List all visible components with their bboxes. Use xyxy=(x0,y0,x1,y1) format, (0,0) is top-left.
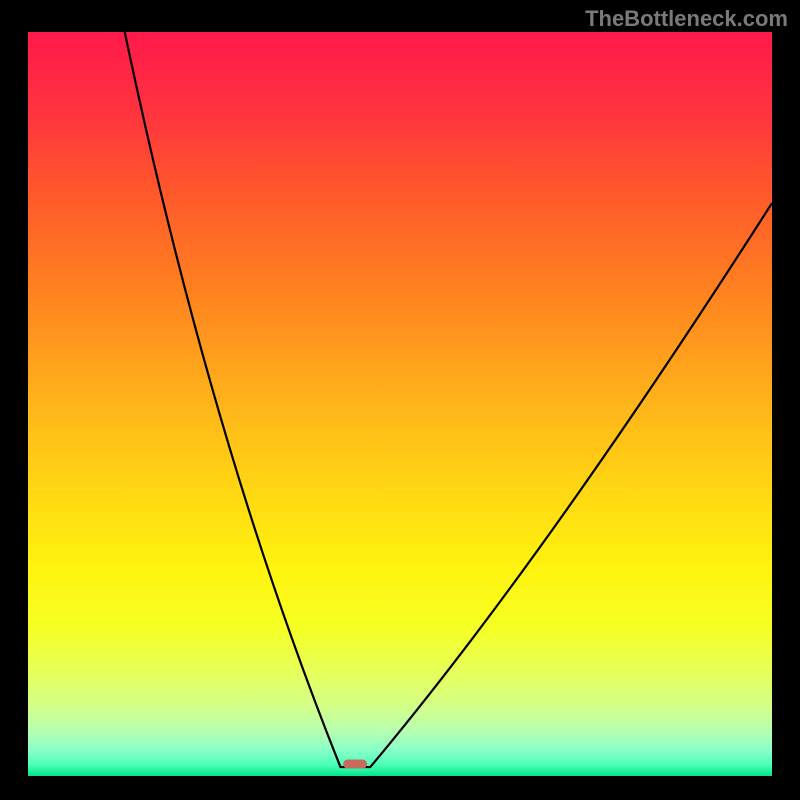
plot-area xyxy=(28,32,772,776)
bottleneck-curve xyxy=(28,32,772,776)
valley-marker xyxy=(343,760,367,769)
watermark-text: TheBottleneck.com xyxy=(585,6,788,32)
chart-container: TheBottleneck.com xyxy=(0,0,800,800)
